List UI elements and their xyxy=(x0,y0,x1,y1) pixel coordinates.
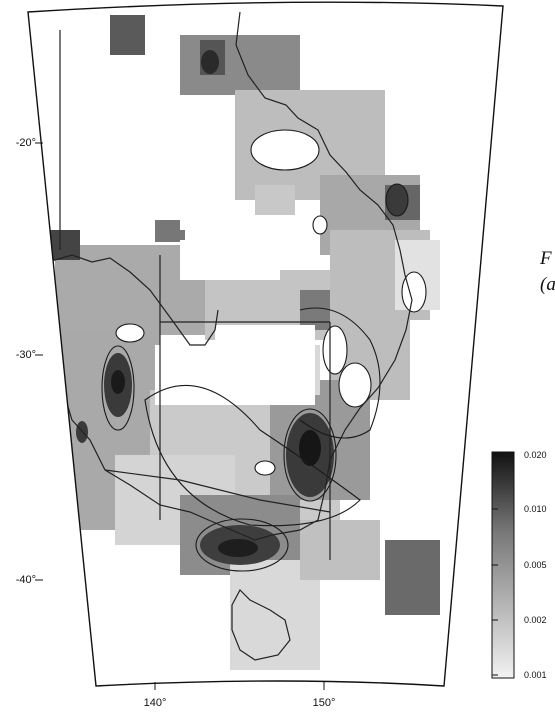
colorbar-ticks xyxy=(492,454,498,676)
contour-lines xyxy=(101,129,427,572)
velocity-field xyxy=(28,15,490,670)
colorbar-label: 0.002 xyxy=(524,615,547,625)
lat-label-40: -40° xyxy=(15,574,36,586)
caption-line-1: F xyxy=(540,248,552,269)
lon-label-140: 140° xyxy=(143,697,167,709)
lat-label-20: -20° xyxy=(15,137,36,149)
graticule-ticks xyxy=(35,142,325,690)
caption-line-2: (a xyxy=(540,274,555,295)
colorbar-label: 0.020 xyxy=(524,450,547,460)
lat-label-30: -30° xyxy=(15,349,36,361)
colorbar-label: 0.010 xyxy=(524,504,547,514)
coastline xyxy=(47,11,413,661)
colorbar-label: 0.005 xyxy=(524,560,547,570)
colorbar-label: 0.001 xyxy=(524,670,547,680)
lon-label-150: 150° xyxy=(312,697,336,709)
map-frame xyxy=(27,1,504,687)
